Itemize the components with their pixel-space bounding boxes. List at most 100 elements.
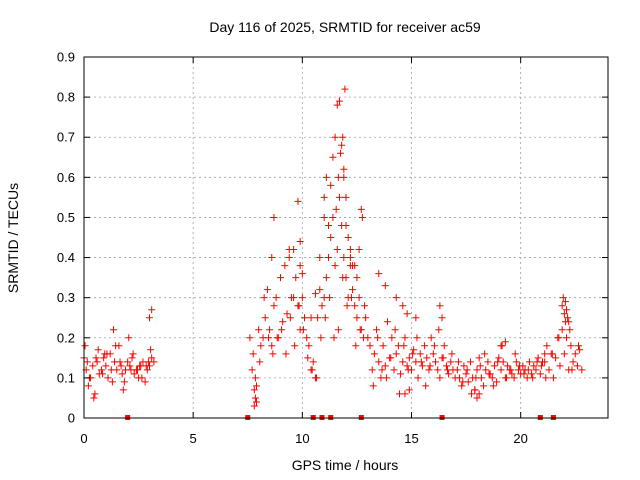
y-tick-label: 0.1	[57, 370, 75, 385]
data-point	[429, 350, 437, 358]
data-point	[573, 362, 581, 370]
data-point	[339, 133, 347, 141]
data-point	[575, 342, 583, 350]
data-point	[334, 326, 342, 334]
data-point	[356, 326, 364, 334]
data-point	[418, 362, 426, 370]
data-point	[444, 366, 452, 374]
data-point	[405, 386, 413, 394]
data-point	[404, 366, 412, 374]
data-point	[346, 254, 354, 262]
data-point	[401, 390, 409, 398]
data-point	[248, 366, 256, 374]
data-point	[576, 346, 584, 354]
data-point	[318, 302, 326, 310]
data-point	[481, 350, 489, 358]
data-point	[511, 350, 519, 358]
data-point	[325, 254, 333, 262]
data-point	[366, 342, 374, 350]
data-point	[497, 366, 505, 374]
data-point	[381, 282, 389, 290]
data-point	[301, 314, 309, 322]
data-point	[559, 294, 567, 302]
data-point	[325, 221, 333, 229]
data-point	[136, 362, 144, 370]
data-point	[453, 366, 461, 374]
data-point	[502, 374, 510, 382]
data-point	[264, 334, 272, 342]
data-point	[537, 362, 545, 370]
data-point	[409, 350, 417, 358]
data-point	[330, 334, 338, 342]
data-point	[346, 246, 354, 254]
data-point	[560, 350, 568, 358]
data-point	[368, 366, 376, 374]
data-point	[261, 314, 269, 322]
data-point	[124, 358, 132, 366]
data-point	[94, 346, 102, 354]
data-point	[339, 274, 347, 282]
data-point	[130, 370, 138, 378]
data-point	[353, 314, 361, 322]
data-point	[141, 378, 149, 386]
data-point	[548, 350, 556, 358]
data-point	[504, 362, 512, 370]
data-point	[578, 366, 586, 374]
data-point	[497, 342, 505, 350]
data-point	[286, 314, 294, 322]
data-point	[374, 334, 382, 342]
data-point	[558, 302, 566, 310]
data-point	[373, 326, 381, 334]
data-point	[352, 342, 360, 350]
data-point	[260, 294, 268, 302]
data-point	[99, 370, 107, 378]
data-point	[383, 318, 391, 326]
data-point	[507, 366, 515, 374]
data-point	[416, 350, 424, 358]
data-point	[412, 314, 420, 322]
data-point	[569, 358, 577, 366]
data-point	[81, 342, 89, 350]
data-point	[403, 362, 411, 370]
data-point	[332, 205, 340, 213]
data-point	[295, 302, 303, 310]
data-point	[316, 286, 324, 294]
data-point	[423, 354, 431, 362]
data-point	[466, 358, 474, 366]
data-point	[564, 314, 572, 322]
data-point	[434, 366, 442, 374]
data-point	[279, 318, 287, 326]
data-point	[341, 85, 349, 93]
data-point	[460, 362, 468, 370]
data-point	[313, 374, 321, 382]
data-point	[120, 378, 128, 386]
data-point	[296, 238, 304, 246]
data-point	[388, 334, 396, 342]
data-point	[473, 394, 481, 402]
data-point	[83, 358, 91, 366]
data-point	[320, 193, 328, 201]
data-point	[349, 286, 357, 294]
data-point	[290, 294, 298, 302]
y-tick-label: 0.9	[57, 50, 75, 65]
data-point	[436, 374, 444, 382]
data-point	[541, 350, 549, 358]
y-tick-label: 0.3	[57, 290, 75, 305]
data-point	[309, 358, 317, 366]
data-point	[488, 374, 496, 382]
data-point	[251, 374, 259, 382]
data-point	[541, 358, 549, 366]
data-point	[468, 390, 476, 398]
data-point	[545, 366, 553, 374]
data-point	[338, 141, 346, 149]
data-point	[117, 362, 125, 370]
data-point	[277, 274, 284, 282]
data-point	[335, 97, 343, 105]
data-point	[351, 302, 359, 310]
data-point	[422, 382, 430, 390]
y-tick-label: 0.4	[57, 250, 75, 265]
data-point	[563, 306, 571, 314]
data-point	[125, 334, 133, 342]
data-point	[516, 362, 524, 370]
data-point	[329, 213, 337, 221]
